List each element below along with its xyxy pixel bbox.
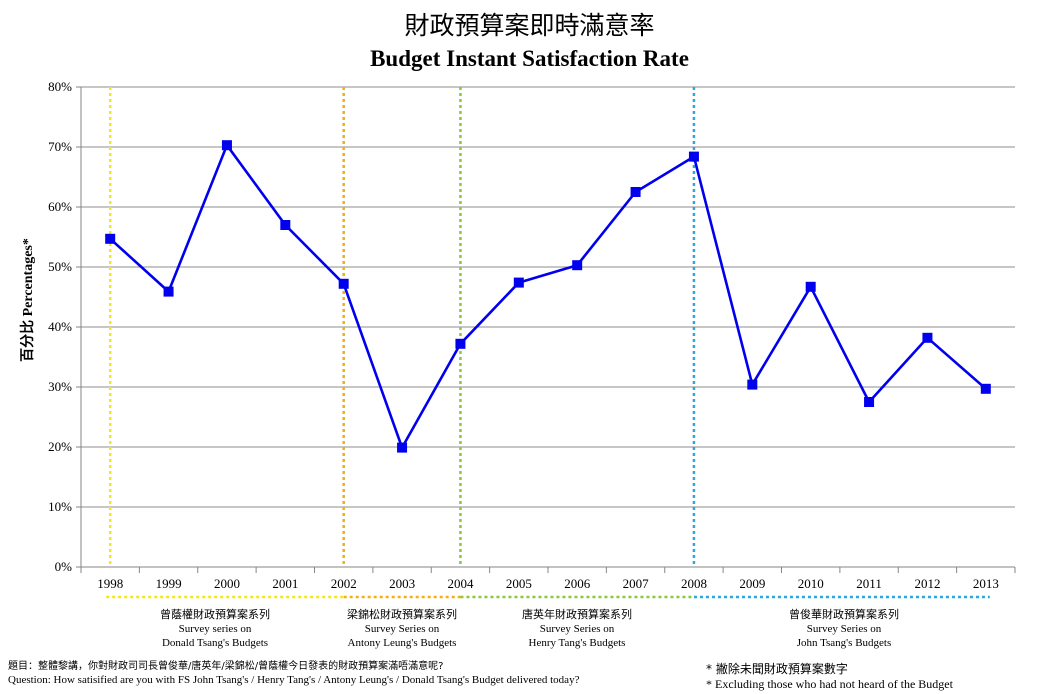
x-tick-label: 2001 [272,576,298,591]
data-point [163,286,174,297]
data-point [572,260,583,271]
series-label-en2: John Tsang's Budgets [796,637,892,649]
x-tick-label: 2013 [973,576,999,591]
y-tick-label: 60% [48,199,72,214]
series-label-henry-tang: 唐英年財政預算案系列 Survey Series on Henry Tang's… [477,608,677,650]
series-label-en2: Antony Leung's Budgets [347,637,457,649]
x-tick-label: 2012 [914,576,940,591]
y-tick-label: 80% [48,79,72,94]
data-point [805,281,816,292]
survey-question-chinese: 題目：整體黎講，你對財政司司長曾俊華/唐英年/梁錦松/曾蔭權今日發表的財政預算案… [8,661,444,672]
x-tick-label: 2007 [623,576,650,591]
series-label-zh: 曾俊華財政預算案系列 [789,608,899,621]
y-tick-label: 40% [48,319,72,334]
x-tick-label: 2008 [681,576,707,591]
x-tick-label: 2006 [564,576,591,591]
series-label-zh: 梁錦松財政預算案系列 [347,608,457,621]
data-point [338,278,349,289]
y-tick-label: 30% [48,379,72,394]
x-tick-label: 2011 [856,576,882,591]
x-tick-label: 2009 [739,576,765,591]
chart-title-english: Budget Instant Satisfaction Rate [370,46,689,71]
data-point [864,397,875,407]
data-point [105,233,116,244]
chart-title-chinese: 財政預算案即時滿意率 [404,11,655,40]
data-point [397,442,408,453]
data-point [688,151,699,162]
data-point [221,140,232,151]
y-tick-label: 0% [55,559,73,574]
y-tick-label: 70% [48,139,72,154]
x-tick-label: 2000 [214,576,240,591]
series-label-john-tsang: 曾俊華財政預算案系列 Survey Series on John Tsang's… [744,608,944,650]
x-tick-label: 2003 [389,576,415,591]
series-label-donald-tsang: 曾蔭權財政預算案系列 Survey series on Donald Tsang… [115,608,315,650]
x-tick-label: 1999 [156,576,182,591]
footnote-english: * Excluding those who had not heard of t… [706,677,953,691]
series-label-en1: Survey Series on [364,623,440,635]
data-point [747,379,758,390]
series-label-en2: Donald Tsang's Budgets [161,637,269,649]
data-point [280,220,291,230]
y-tick-label: 10% [48,499,72,514]
series-label-en2: Henry Tang's Budgets [528,637,626,649]
y-tick-label: 50% [48,259,72,274]
data-point [455,338,466,349]
data-point [630,187,641,197]
series-label-zh: 唐英年財政預算案系列 [522,608,632,621]
x-tick-label: 2010 [798,576,824,591]
series-label-en1: Survey Series on [806,623,882,635]
x-tick-label: 2002 [331,576,357,591]
series-label-en1: Survey series on [178,623,252,635]
series-line [109,143,987,449]
series-label-antony-leung: 梁錦松財政預算案系列 Survey Series on Antony Leung… [302,608,502,650]
y-tick-label: 20% [48,439,72,454]
footnote-chinese: * 撇除未聞財政預算案數字 [706,662,848,676]
data-point [980,383,991,394]
x-tick-label: 2004 [447,576,474,591]
x-tick-label: 1998 [97,576,123,591]
x-tick-label: 2005 [506,576,532,591]
data-point [922,332,933,343]
series-label-zh: 曾蔭權財政預算案系列 [160,608,270,621]
survey-question-english: Question: How satisified are you with FS… [8,674,580,686]
y-axis-label: 百分比 Percentages* [21,238,36,362]
series-label-en1: Survey Series on [539,623,615,635]
data-point [513,277,524,288]
